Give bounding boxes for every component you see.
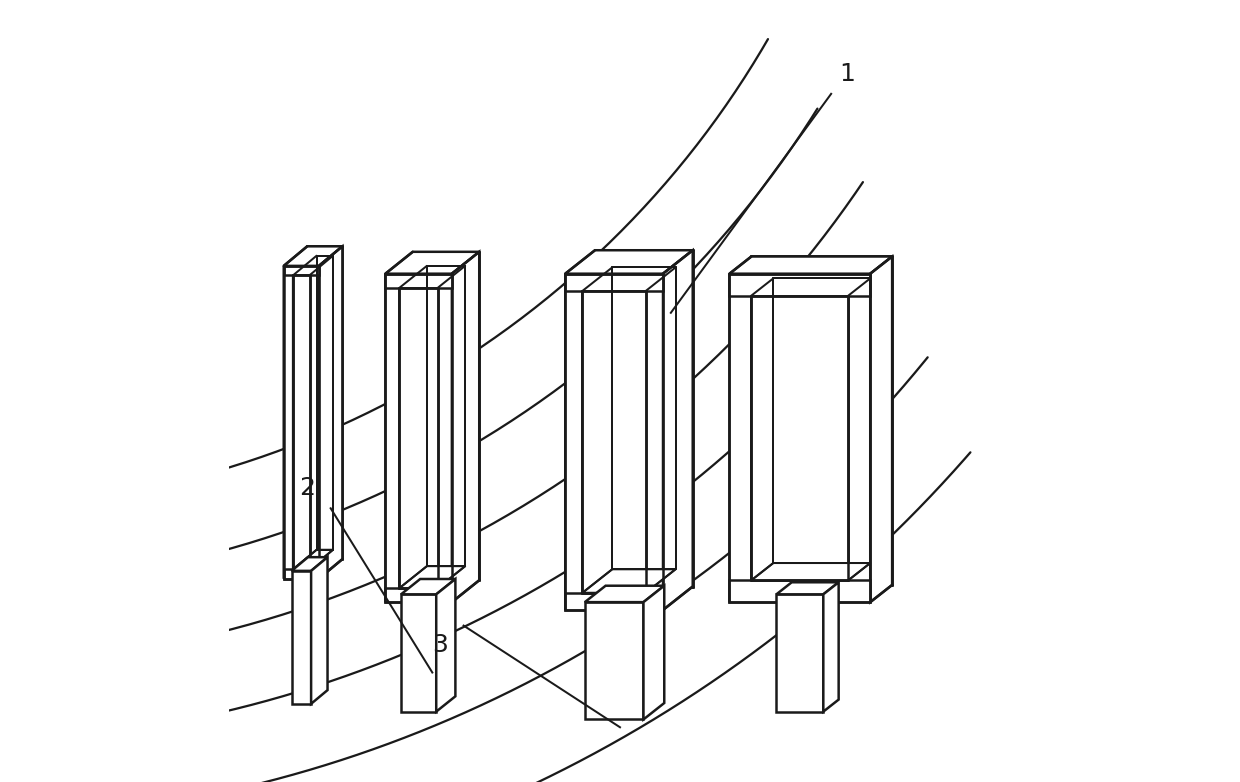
Polygon shape xyxy=(848,274,870,602)
Polygon shape xyxy=(386,274,399,602)
Polygon shape xyxy=(399,288,438,588)
Polygon shape xyxy=(585,602,644,719)
Polygon shape xyxy=(870,256,892,602)
Polygon shape xyxy=(310,266,319,579)
Polygon shape xyxy=(284,246,342,266)
Polygon shape xyxy=(293,275,310,569)
Polygon shape xyxy=(565,250,693,274)
Polygon shape xyxy=(291,571,311,704)
Polygon shape xyxy=(646,274,663,610)
Polygon shape xyxy=(729,274,751,602)
Polygon shape xyxy=(729,274,870,296)
Polygon shape xyxy=(565,274,663,291)
Text: 1: 1 xyxy=(839,62,854,86)
Polygon shape xyxy=(401,579,455,594)
Text: 3: 3 xyxy=(432,633,448,658)
Polygon shape xyxy=(386,252,479,274)
Polygon shape xyxy=(293,550,334,569)
Polygon shape xyxy=(663,250,693,610)
Polygon shape xyxy=(751,563,870,580)
Polygon shape xyxy=(308,246,342,559)
Polygon shape xyxy=(284,266,293,579)
Polygon shape xyxy=(823,583,838,712)
Polygon shape xyxy=(644,586,665,719)
Polygon shape xyxy=(583,291,646,593)
Polygon shape xyxy=(386,274,451,288)
Polygon shape xyxy=(585,586,665,602)
Polygon shape xyxy=(583,569,676,593)
Polygon shape xyxy=(751,256,892,585)
Polygon shape xyxy=(436,579,455,712)
Polygon shape xyxy=(291,557,327,571)
Polygon shape xyxy=(729,580,870,602)
Polygon shape xyxy=(776,583,838,594)
Polygon shape xyxy=(776,594,823,712)
Polygon shape xyxy=(399,566,465,588)
Polygon shape xyxy=(565,593,663,610)
Polygon shape xyxy=(401,594,436,712)
Text: 2: 2 xyxy=(299,476,315,500)
Polygon shape xyxy=(451,252,479,602)
Polygon shape xyxy=(284,266,319,275)
Polygon shape xyxy=(386,588,451,602)
Polygon shape xyxy=(311,557,327,704)
Polygon shape xyxy=(729,256,892,274)
Polygon shape xyxy=(284,569,319,579)
Polygon shape xyxy=(438,274,451,602)
Polygon shape xyxy=(751,296,848,580)
Polygon shape xyxy=(595,250,693,586)
Polygon shape xyxy=(413,252,479,580)
Polygon shape xyxy=(319,246,342,579)
Polygon shape xyxy=(565,274,583,610)
